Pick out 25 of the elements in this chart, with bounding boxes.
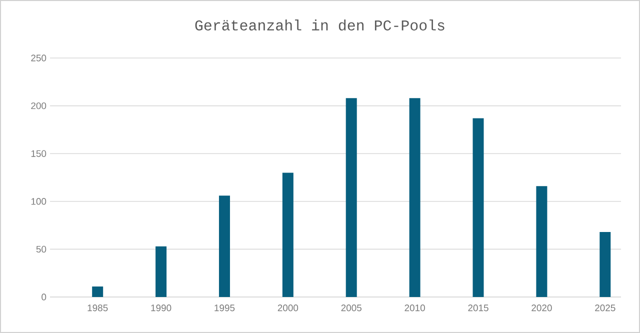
bar: [282, 172, 294, 297]
bar: [92, 286, 104, 297]
x-tick-label: 2025: [595, 304, 616, 312]
bar: [346, 98, 357, 297]
bar: [600, 232, 611, 297]
x-tick-label: 1995: [214, 304, 235, 312]
y-tick-label: 50: [36, 246, 46, 253]
x-tick-label: 1990: [151, 304, 172, 312]
x-tick-label: 2000: [278, 304, 298, 312]
y-tick-label: 150: [31, 150, 46, 157]
y-tick-label: 250: [31, 54, 46, 62]
x-tick-label: 2005: [341, 304, 362, 312]
x-tick-label: 2010: [404, 304, 425, 312]
x-tick-label: 2020: [532, 304, 552, 312]
chart-title: Geräteanzahl in den PC-Pools: [195, 19, 444, 31]
x-tick-label: 1985: [88, 304, 108, 312]
y-tick-label: 200: [31, 102, 46, 110]
bar: [536, 186, 548, 297]
bar: [409, 98, 420, 297]
bar: [156, 246, 167, 297]
x-tick-label: 2015: [468, 304, 488, 312]
bar: [472, 118, 484, 297]
y-tick-label: 100: [31, 198, 46, 205]
y-tick-label: 0: [42, 294, 46, 300]
bar: [218, 196, 230, 297]
